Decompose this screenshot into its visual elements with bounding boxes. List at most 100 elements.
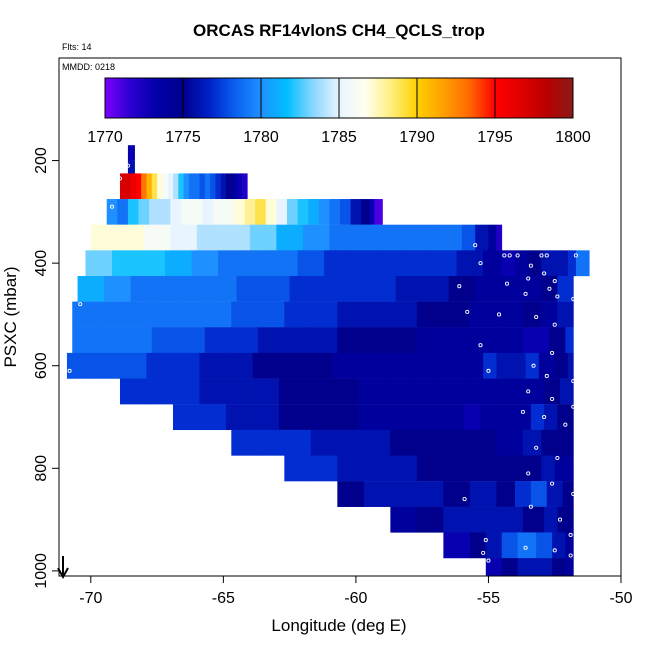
heatmap-cell bbox=[226, 173, 232, 200]
heatmap-cell bbox=[112, 250, 139, 277]
heatmap-cell bbox=[435, 224, 463, 251]
heatmap-cell bbox=[416, 429, 444, 456]
heatmap-cell bbox=[560, 378, 574, 405]
heatmap-cell bbox=[257, 301, 285, 328]
heatmap-cell bbox=[138, 199, 150, 225]
heatmap-cell bbox=[196, 224, 224, 251]
y-tick-label: 800 bbox=[33, 455, 50, 482]
heatmap-cell bbox=[119, 378, 147, 405]
observation-point bbox=[547, 286, 552, 291]
observation-point bbox=[534, 314, 539, 320]
heatmap-cell bbox=[119, 173, 126, 200]
heatmap-cell bbox=[226, 352, 253, 379]
heatmap-cell bbox=[204, 327, 232, 354]
heatmap-cell bbox=[567, 352, 574, 379]
heatmap-cell bbox=[530, 404, 545, 431]
heatmap-cell bbox=[241, 173, 248, 200]
heatmap-cell bbox=[220, 173, 227, 200]
heatmap-cell bbox=[218, 250, 245, 277]
observation-point bbox=[576, 355, 581, 361]
heatmap-cell bbox=[265, 199, 277, 225]
heatmap-cell bbox=[138, 250, 166, 277]
heatmap-cell bbox=[183, 275, 211, 302]
heatmap-cell bbox=[178, 173, 184, 200]
heatmap-cell bbox=[165, 250, 192, 277]
heatmap-cell bbox=[385, 378, 412, 405]
observation-point bbox=[555, 294, 560, 299]
observation-point bbox=[478, 343, 483, 348]
heatmap-cell bbox=[385, 352, 412, 379]
heatmap-cell bbox=[172, 404, 200, 431]
heatmap-cell bbox=[557, 429, 574, 456]
heatmap-cell bbox=[403, 250, 431, 277]
heatmap-cell bbox=[554, 455, 574, 482]
heatmap-cell bbox=[496, 327, 524, 354]
heatmap-cell bbox=[244, 199, 256, 225]
y-axis-label: PSXC (mbar) bbox=[1, 266, 20, 367]
heatmap-cell bbox=[496, 455, 524, 482]
observation-point bbox=[486, 558, 491, 563]
heatmap-cell bbox=[332, 404, 359, 431]
heatmap-cell bbox=[231, 327, 259, 354]
heatmap-cell bbox=[72, 301, 100, 328]
heatmap-cell bbox=[66, 352, 94, 379]
heatmap-cell bbox=[350, 199, 362, 225]
observation-point bbox=[557, 517, 563, 522]
observation-point bbox=[568, 532, 573, 538]
heatmap-cell bbox=[310, 429, 338, 456]
heatmap-cell bbox=[443, 429, 471, 456]
observation-point bbox=[571, 404, 576, 409]
heatmap-cell bbox=[226, 378, 253, 405]
observation-point bbox=[555, 455, 560, 461]
heatmap-cell bbox=[522, 301, 542, 328]
heatmap-cell bbox=[522, 506, 545, 533]
flights-annotation: Flts: 14 bbox=[62, 42, 92, 52]
colorbar-tick-label: 1770 bbox=[87, 129, 123, 146]
observation-point bbox=[573, 327, 578, 332]
observation-point bbox=[528, 263, 533, 268]
heatmap-cell bbox=[363, 481, 391, 507]
heatmap-cell bbox=[279, 404, 306, 431]
heatmap-cell bbox=[191, 199, 203, 225]
heatmap-cell bbox=[93, 352, 121, 379]
heatmap-cell bbox=[72, 327, 100, 354]
heatmap-cell bbox=[430, 250, 458, 277]
heatmap-cell bbox=[135, 173, 142, 200]
heatmap-cell bbox=[530, 481, 548, 507]
observation-point bbox=[550, 481, 555, 486]
heatmap-cell bbox=[289, 275, 317, 302]
heatmap-cell bbox=[130, 173, 137, 200]
observation-point bbox=[502, 253, 507, 258]
heatmap-cell bbox=[350, 250, 378, 277]
heatmap-cell bbox=[469, 506, 497, 533]
heatmap-cell bbox=[557, 301, 574, 328]
observation-point bbox=[117, 176, 123, 181]
heatmap-cell bbox=[271, 250, 298, 277]
observation-point bbox=[552, 279, 557, 284]
heatmap-cell bbox=[252, 378, 280, 405]
observation-point bbox=[542, 414, 547, 420]
heatmap-cell bbox=[279, 378, 306, 405]
x-tick-label: -70 bbox=[79, 590, 102, 607]
heatmap-cell bbox=[382, 224, 410, 251]
heatmap-cell bbox=[514, 481, 532, 507]
heatmap-cell bbox=[231, 301, 259, 328]
heatmap-cell bbox=[475, 224, 489, 251]
heatmap-cell bbox=[363, 429, 391, 456]
heatmap-cell bbox=[528, 250, 542, 277]
heatmap-cell bbox=[337, 429, 365, 456]
heatmap-cell bbox=[172, 378, 200, 405]
heatmap-cell bbox=[461, 224, 476, 251]
heatmap-cell bbox=[127, 160, 135, 174]
observation-point bbox=[526, 471, 531, 476]
observation-point bbox=[497, 312, 502, 317]
heatmap-cell bbox=[236, 275, 264, 302]
heatmap-cell bbox=[374, 199, 383, 225]
heatmap-cell bbox=[324, 250, 351, 277]
heatmap-cell bbox=[358, 378, 386, 405]
heatmap-cell bbox=[310, 301, 338, 328]
plot-frame bbox=[58, 57, 622, 577]
heatmap-cell bbox=[501, 558, 519, 577]
heatmap-cell bbox=[286, 199, 298, 225]
